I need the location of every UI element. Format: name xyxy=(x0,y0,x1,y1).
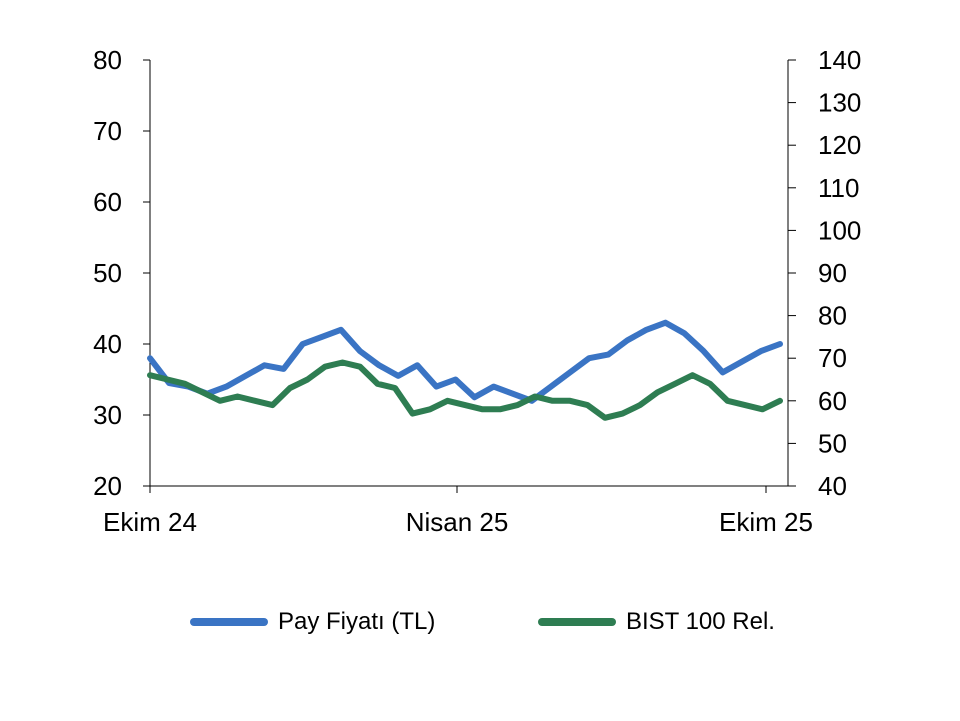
y-right-tick-label: 120 xyxy=(818,130,861,160)
y-right-tick-label: 70 xyxy=(818,343,847,373)
y-left-tick-label: 80 xyxy=(93,45,122,75)
series-layer xyxy=(147,319,783,421)
y-right-tick-label: 140 xyxy=(818,45,861,75)
y-left-tick-label: 60 xyxy=(93,187,122,217)
x-tick-label: Nisan 25 xyxy=(406,507,509,537)
y-right-tick-label: 90 xyxy=(818,258,847,288)
x-tick-label: Ekim 25 xyxy=(719,507,813,537)
y-right-tick-label: 80 xyxy=(818,301,847,331)
chart-canvas: 20 30 40 50 60 70 80 40 50 60 70 80 90 100 110 120 130 14… xyxy=(93,45,861,537)
legend-swatch-bist xyxy=(538,618,616,626)
legend-item-price: Pay Fiyatı (TL) xyxy=(190,600,435,644)
x-tick-label: Ekim 24 xyxy=(103,507,197,537)
y-right-tick-label: 100 xyxy=(818,215,861,245)
y-left-tick-label: 50 xyxy=(93,258,122,288)
legend-label-bist: BIST 100 Rel. xyxy=(626,608,775,635)
y-left-tick-label: 30 xyxy=(93,400,122,430)
y-left-tick-label: 20 xyxy=(93,471,122,501)
legend-swatch-price xyxy=(190,618,268,626)
series-line-bist xyxy=(147,359,783,421)
legend: Pay Fiyatı (TL) BIST 100 Rel. xyxy=(0,600,960,644)
y-right-tick-label: 110 xyxy=(818,173,859,203)
y-right-tick-label: 130 xyxy=(818,88,861,118)
y-left-tick-label: 70 xyxy=(93,116,122,146)
series-line-price xyxy=(147,319,783,404)
legend-label-price: Pay Fiyatı (TL) xyxy=(278,608,436,635)
y-left-tick-label: 40 xyxy=(93,329,122,359)
y-right-tick-label: 50 xyxy=(818,428,847,458)
legend-item-bist: BIST 100 Rel. xyxy=(538,600,775,644)
y-right-tick-label: 40 xyxy=(818,471,847,501)
axes: 20 30 40 50 60 70 80 40 50 60 70 80 90 100 110 120 130 14… xyxy=(93,45,861,537)
y-right-tick-label: 60 xyxy=(818,386,847,416)
